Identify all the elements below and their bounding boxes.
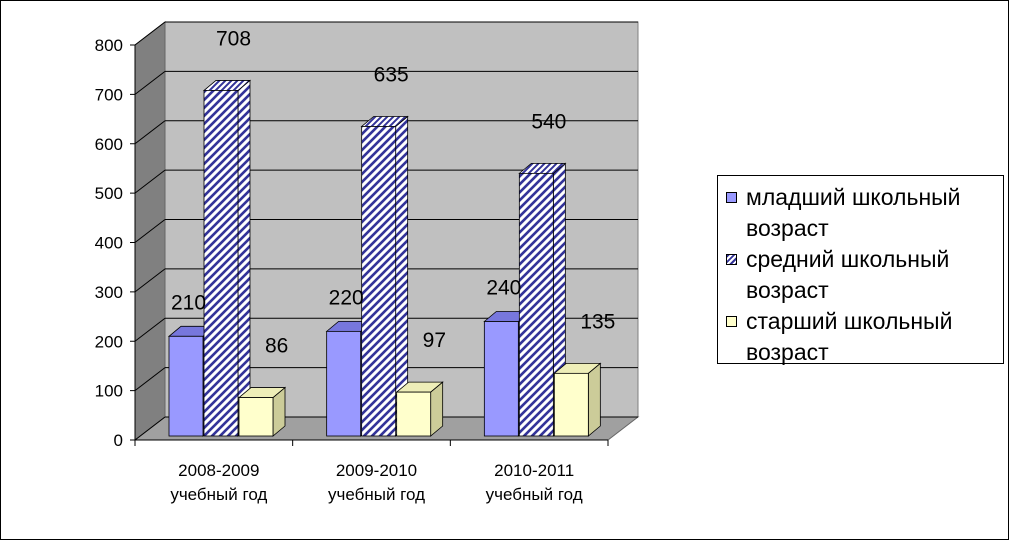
y-tick-label: 700 — [95, 85, 123, 104]
y-axis: 0 100 200 300 400 500 600 700 800 — [95, 36, 136, 450]
y-tick-label: 500 — [95, 184, 123, 203]
data-label: 708 — [216, 27, 251, 50]
y-tick-label: 200 — [95, 332, 123, 351]
legend-swatch-junior — [726, 192, 737, 203]
data-label: 635 — [374, 63, 409, 86]
x-category-label: 2008-2009 — [178, 461, 259, 480]
gridline-side — [134, 317, 166, 342]
data-label: 135 — [580, 310, 615, 333]
legend-swatch-senior — [726, 316, 737, 327]
legend-swatch-middle — [726, 254, 737, 265]
bar — [168, 335, 204, 437]
data-label: 540 — [531, 110, 566, 133]
bar — [518, 172, 554, 437]
bar — [361, 126, 397, 437]
y-tick-label: 400 — [95, 234, 123, 253]
data-label: 86 — [265, 335, 288, 358]
y-tick-label: 600 — [95, 135, 123, 154]
bar — [238, 397, 274, 437]
bar — [326, 330, 362, 437]
gridline-side — [134, 169, 166, 194]
gridline-side — [134, 416, 166, 441]
data-labels: 210 708 86 220 635 97 240 540 135 — [171, 27, 615, 357]
data-label: 240 — [486, 277, 521, 300]
gridline-side — [134, 21, 166, 46]
bar — [203, 90, 239, 437]
y-tick-label: 0 — [114, 431, 123, 450]
bar — [553, 372, 589, 437]
gridline-side — [134, 367, 166, 392]
x-category-label: учебный год — [486, 485, 583, 504]
y-tick-label: 300 — [95, 283, 123, 302]
data-label: 210 — [171, 291, 206, 314]
legend-label-senior: старший школьный возраст — [746, 308, 953, 365]
data-label: 97 — [423, 329, 446, 352]
x-category-label: учебный год — [170, 485, 267, 504]
x-category-label: учебный год — [328, 485, 425, 504]
gridline-side — [134, 219, 166, 243]
y-tick-label: 100 — [95, 382, 123, 401]
legend: младший школьный возраст средний школьны… — [717, 175, 1004, 365]
legend-label-junior: младший школьный возраст — [746, 184, 961, 241]
bar — [483, 321, 519, 437]
x-category-label: 2009-2010 — [336, 461, 417, 480]
x-axis: 2008-2009 учебный год 2009-2010 учебный год… — [134, 439, 609, 504]
x-category-label: 2010-2011 — [494, 461, 574, 480]
gridline-side — [134, 268, 166, 293]
gridline-side — [134, 120, 166, 145]
y-tick-label: 800 — [95, 36, 123, 55]
data-label: 220 — [329, 286, 364, 309]
gridline-side — [134, 70, 166, 95]
bars — [167, 79, 602, 437]
bar-side — [237, 79, 251, 437]
bar-side — [587, 362, 601, 437]
bar — [396, 391, 432, 437]
legend-label-middle: средний школьный возраст — [746, 246, 950, 303]
